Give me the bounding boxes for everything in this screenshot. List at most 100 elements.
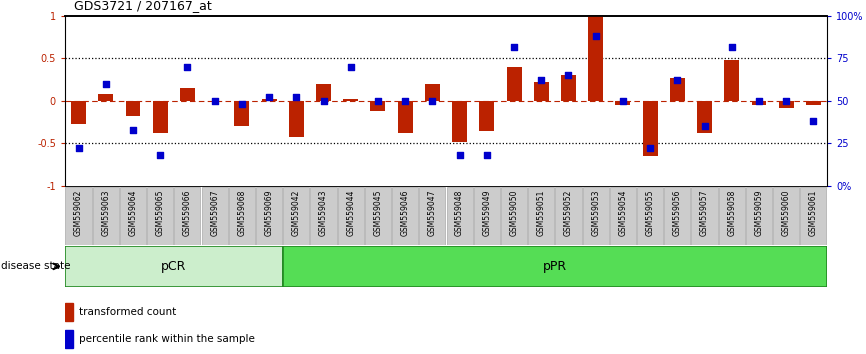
Text: GSM559058: GSM559058 [727,189,736,236]
Bar [561,75,576,101]
Point [698,124,712,129]
Bar [664,187,690,245]
Text: GSM559059: GSM559059 [754,189,764,236]
Text: GSM559045: GSM559045 [373,189,383,236]
Bar [773,187,799,245]
Bar [338,187,364,245]
Text: GSM559065: GSM559065 [156,189,165,236]
Bar [637,187,663,245]
Text: pPR: pPR [543,260,567,273]
Bar [697,101,712,133]
Bar [806,101,821,105]
Bar [583,187,609,245]
Bar [533,82,549,101]
Bar [180,88,195,101]
Bar [235,101,249,126]
Bar [528,187,554,245]
Text: GSM559057: GSM559057 [700,189,709,236]
Point [670,78,684,83]
Point [561,73,575,78]
Text: GSM559044: GSM559044 [346,189,355,236]
Bar [507,67,521,101]
Text: GSM559043: GSM559043 [319,189,328,236]
Bar [588,16,603,101]
Bar [316,84,331,101]
Text: GSM559067: GSM559067 [210,189,219,236]
Bar [479,101,494,131]
Point [262,95,276,100]
Bar [474,187,500,245]
Bar [343,99,359,101]
Text: GSM559051: GSM559051 [537,189,546,236]
Text: GSM559064: GSM559064 [128,189,138,236]
Point [317,98,331,104]
Point [643,145,657,151]
Bar [691,187,718,245]
Text: GSM559055: GSM559055 [646,189,655,236]
Bar [71,101,86,124]
Text: GSM559049: GSM559049 [482,189,491,236]
Point [208,98,222,104]
Bar [425,84,440,101]
Text: GSM559066: GSM559066 [183,189,192,236]
Bar [447,187,473,245]
Point [806,119,820,124]
Bar [724,60,740,101]
Bar [152,101,168,133]
Bar [800,187,826,245]
Bar [256,187,282,245]
Bar [365,187,391,245]
Text: disease state: disease state [1,261,70,272]
Text: GSM559048: GSM559048 [456,189,464,236]
Point [126,127,140,133]
Text: GSM559056: GSM559056 [673,189,682,236]
Bar [392,187,418,245]
Bar [202,187,228,245]
Text: pCR: pCR [161,260,186,273]
Point [453,153,467,158]
Point [398,98,412,104]
Point [507,44,521,49]
Text: GSM559060: GSM559060 [782,189,791,236]
Text: GDS3721 / 207167_at: GDS3721 / 207167_at [74,0,211,12]
Bar [65,246,282,287]
Bar [371,101,385,111]
Point [153,153,167,158]
Text: GSM559047: GSM559047 [428,189,436,236]
Text: GSM559054: GSM559054 [618,189,627,236]
Text: GSM559046: GSM559046 [401,189,410,236]
Bar [262,99,276,101]
Text: GSM559053: GSM559053 [591,189,600,236]
Point [480,153,494,158]
Bar [283,187,309,245]
Bar [310,187,337,245]
Bar [397,101,412,133]
Point [752,98,766,104]
Text: GSM559063: GSM559063 [101,189,110,236]
Text: GSM559069: GSM559069 [265,189,274,236]
Bar [643,101,657,156]
Bar [419,187,445,245]
Bar [752,101,766,105]
Bar [779,101,793,108]
Bar [147,187,173,245]
Bar [555,187,582,245]
Bar [174,187,201,245]
Point [371,98,385,104]
Point [534,78,548,83]
Bar [719,187,745,245]
Text: percentile rank within the sample: percentile rank within the sample [80,334,255,344]
Bar [98,94,113,101]
Point [425,98,439,104]
Bar [65,330,74,348]
Point [180,64,194,70]
Bar [746,187,772,245]
Text: GSM559052: GSM559052 [564,189,573,236]
Bar [501,187,527,245]
Bar [120,187,146,245]
Text: GSM559068: GSM559068 [237,189,246,236]
Bar [288,101,304,137]
Point [72,145,86,151]
Bar [93,187,119,245]
Text: GSM559061: GSM559061 [809,189,818,236]
